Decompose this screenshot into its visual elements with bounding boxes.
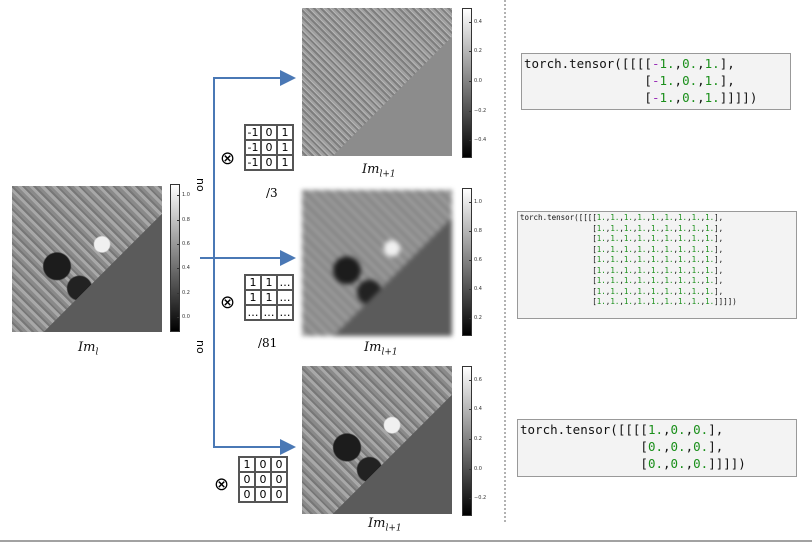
code-line: [-1.,0.,1.]]]])	[524, 90, 758, 105]
colorbar-tick-label: 0.4	[469, 406, 482, 413]
colorbar-tick-label: 1.0	[177, 192, 190, 199]
code-box-3: torch.tensor([[[[1.,0.,0.], [0.,0.,0.], …	[517, 419, 797, 477]
kernel-grid-2: 1 1… 1 1… ………	[244, 274, 294, 321]
code-line: torch.tensor([[[[1.,1.,1.,1.,1.,1.,1.,1.…	[520, 213, 724, 222]
code-box-2: torch.tensor([[[[1.,1.,1.,1.,1.,1.,1.,1.…	[517, 211, 797, 319]
input-colorbar	[170, 184, 180, 332]
colorbar-tick-label: 0.4	[177, 265, 190, 272]
colorbar-tick-label: −0.4	[468, 137, 487, 144]
kernel-divisor-2: /81	[258, 336, 278, 350]
output-label-3: Iml+1	[368, 516, 402, 534]
code-line: torch.tensor([[[[-1.,0.,1.],	[524, 56, 735, 71]
colorbar-tick-label: 0.6	[469, 257, 482, 263]
code-line: [1.,1.,1.,1.,1.,1.,1.,1.,1.],	[520, 255, 724, 264]
colorbar-tick-label: −0.2	[468, 107, 487, 114]
output-colorbar-3	[462, 366, 472, 516]
code-line: [1.,1.,1.,1.,1.,1.,1.,1.,1.]]]])	[520, 297, 737, 306]
code-line: [1.,1.,1.,1.,1.,1.,1.,1.,1.],	[520, 244, 724, 254]
colorbar-tick-label: 0.6	[469, 376, 482, 383]
branch-label-bottom: no	[194, 340, 207, 354]
colorbar-tick-label: 1.0	[469, 198, 482, 205]
colorbar-tick-label: −0.2	[468, 495, 487, 502]
colorbar-tick-label: 0.2	[469, 315, 482, 322]
conv-operator-icon: ⊗	[214, 474, 230, 495]
colorbar-tick-label: 0.0	[177, 313, 190, 320]
code-line: [1.,1.,1.,1.,1.,1.,1.,1.,1.],	[520, 286, 724, 296]
output-image-1	[302, 8, 452, 156]
code-line: torch.tensor([[[[1.,0.,0.],	[520, 422, 724, 437]
code-line: [-1.,0.,1.],	[524, 73, 735, 88]
output-colorbar-2	[462, 188, 472, 336]
input-label: Iml	[78, 340, 99, 358]
colorbar-tick-label: 0.2	[177, 289, 190, 296]
code-line: [1.,1.,1.,1.,1.,1.,1.,1.,1.],	[520, 276, 724, 285]
kernel-grid-1: -1 0 1 -1 0 1 -1 0 1	[244, 124, 294, 171]
output-colorbar-1	[462, 8, 472, 158]
code-line: [1.,1.,1.,1.,1.,1.,1.,1.,1.],	[520, 265, 724, 275]
output-label-1: Iml+1	[362, 162, 396, 180]
conv-operator-icon: ⊗	[220, 292, 236, 313]
code-line: [1.,1.,1.,1.,1.,1.,1.,1.,1.],	[520, 234, 724, 243]
output-label-2: Iml+1	[364, 340, 398, 358]
arrow-bottom	[213, 258, 296, 455]
colorbar-tick-label: 0.0	[469, 465, 482, 472]
conv-operator-icon: ⊗	[220, 148, 236, 169]
colorbar-tick-label: 0.8	[177, 216, 190, 223]
output-image-3	[302, 366, 452, 514]
kernel-divisor-1: /3	[266, 186, 278, 200]
colorbar-tick-label: 0.8	[469, 227, 482, 234]
code-line: [0.,0.,0.]]]])	[520, 456, 746, 471]
colorbar-tick-label: 0.6	[177, 240, 190, 247]
code-line: [0.,0.,0.],	[520, 439, 724, 454]
colorbar-tick-label: 0.2	[469, 436, 482, 442]
arrow-top	[213, 70, 296, 258]
input-image	[12, 186, 162, 332]
colorbar-tick-label: 0.4	[469, 18, 482, 25]
colorbar-tick-label: 0.0	[469, 78, 482, 84]
code-box-1: torch.tensor([[[[-1.,0.,1.], [-1.,0.,1.]…	[521, 53, 791, 110]
branch-label-top: no	[194, 178, 207, 192]
code-line: [1.,1.,1.,1.,1.,1.,1.,1.,1.],	[520, 223, 724, 233]
colorbar-tick-label: 0.2	[469, 48, 482, 55]
colorbar-tick-label: 0.4	[469, 286, 482, 293]
output-image-2	[302, 190, 452, 336]
